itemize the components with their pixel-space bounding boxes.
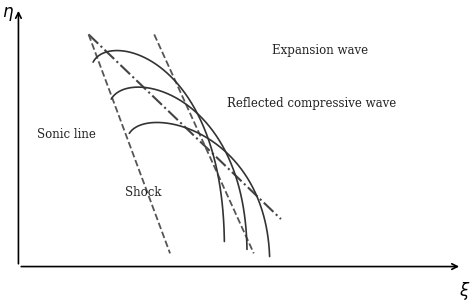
Text: Shock: Shock: [125, 186, 161, 199]
Text: $\xi$: $\xi$: [458, 280, 470, 302]
Text: Sonic line: Sonic line: [36, 128, 95, 141]
Text: Reflected compressive wave: Reflected compressive wave: [227, 97, 396, 109]
Text: Expansion wave: Expansion wave: [272, 44, 368, 57]
Text: $\eta$: $\eta$: [2, 5, 14, 23]
